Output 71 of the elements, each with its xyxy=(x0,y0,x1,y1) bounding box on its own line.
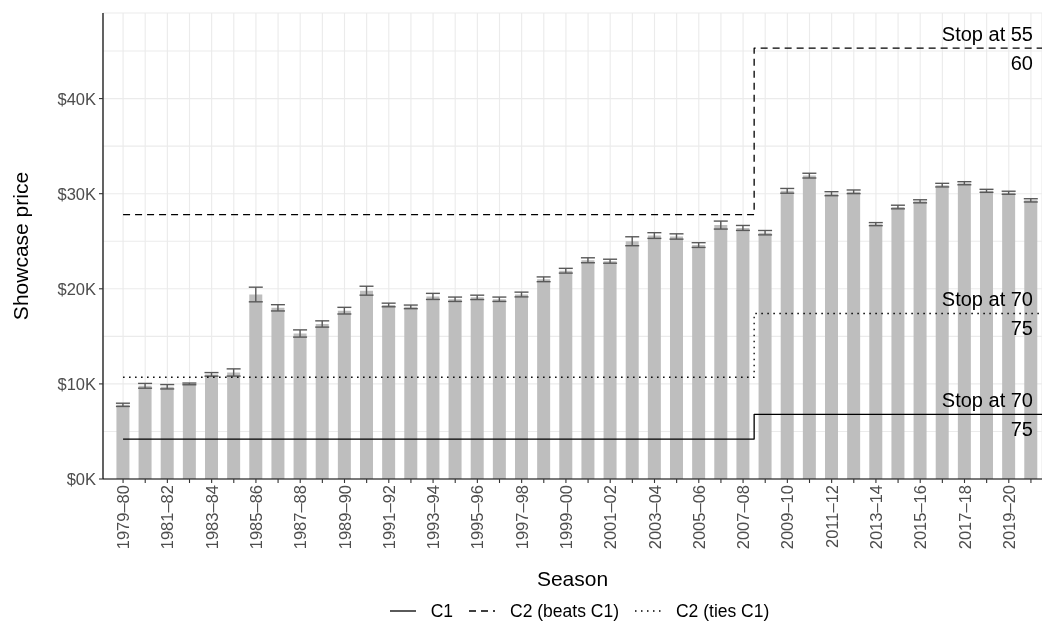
bar xyxy=(470,297,484,479)
x-tick-label: 2017–18 xyxy=(955,485,974,550)
annotation: Stop at 70 75 xyxy=(941,388,1033,440)
y-tick-label: $0K xyxy=(66,470,96,488)
x-tick-label: 1979–80 xyxy=(114,485,133,550)
bar xyxy=(271,307,285,479)
bar xyxy=(537,279,551,479)
bar xyxy=(404,306,418,479)
bar xyxy=(825,193,838,479)
bar xyxy=(205,374,218,479)
x-tick-label: 2015–16 xyxy=(911,485,930,550)
x-tick-label: 2013–14 xyxy=(866,485,885,550)
x-tick-label: 2001–02 xyxy=(601,485,620,550)
x-tick-label: 1985–86 xyxy=(246,485,265,550)
bar xyxy=(780,190,794,479)
bar xyxy=(736,227,750,479)
x-tick-label: 1999–00 xyxy=(556,485,575,550)
bar xyxy=(315,323,329,479)
bar xyxy=(116,404,130,479)
legend-label: C2 (beats C1) xyxy=(510,601,619,621)
bar xyxy=(891,207,905,479)
x-tick-label: 2011–12 xyxy=(822,485,841,549)
bar xyxy=(293,333,307,479)
legend-label: C1 xyxy=(430,601,454,621)
x-tick-label: 1997–98 xyxy=(512,485,531,550)
bar xyxy=(138,385,152,479)
x-tick-label: 1983–84 xyxy=(202,485,221,550)
x-tick-label: 1989–90 xyxy=(335,485,354,550)
bar xyxy=(758,232,772,479)
bar xyxy=(559,270,573,479)
bar xyxy=(670,236,683,479)
x-tick-label: 2005–06 xyxy=(689,485,708,550)
x-tick-label: 1991–92 xyxy=(379,485,398,550)
bar xyxy=(625,241,639,479)
x-axis-title: Season xyxy=(536,566,609,590)
bar xyxy=(913,201,927,479)
y-axis-title: Showcase price xyxy=(8,171,32,321)
bar xyxy=(581,260,595,479)
bar xyxy=(802,175,816,479)
bar xyxy=(360,290,373,479)
bar xyxy=(160,386,174,479)
bar xyxy=(692,245,706,479)
x-tick-label: 2009–10 xyxy=(778,485,797,550)
bar xyxy=(182,383,196,479)
bar xyxy=(647,235,661,479)
annotation: Stop at 55 60 xyxy=(941,22,1033,74)
bar xyxy=(227,372,241,479)
bar xyxy=(714,225,728,479)
y-tick-label: $20K xyxy=(57,279,96,298)
annotation: Stop at 70 75 xyxy=(941,288,1033,340)
x-tick-label: 1995–96 xyxy=(468,485,487,550)
bar xyxy=(448,299,462,479)
x-tick-label: 2019–20 xyxy=(999,485,1018,550)
x-tick-label: 1993–94 xyxy=(424,485,443,550)
bar xyxy=(603,261,617,479)
bar xyxy=(249,294,263,479)
bar xyxy=(515,294,528,479)
bar xyxy=(869,224,883,479)
y-tick-label: $10K xyxy=(57,374,96,393)
x-tick-label: 2007–08 xyxy=(734,485,753,550)
y-tick-label: $30K xyxy=(57,184,96,203)
legend-label: C2 (ties C1) xyxy=(675,601,770,621)
bar xyxy=(426,296,440,479)
bar xyxy=(847,191,861,479)
y-tick-label: $40K xyxy=(57,89,96,108)
bar xyxy=(382,304,396,479)
bar xyxy=(492,299,506,479)
x-tick-label: 1981–82 xyxy=(158,485,177,550)
bar xyxy=(337,310,351,479)
x-tick-label: 1987–88 xyxy=(291,485,310,550)
x-tick-label: 2003–04 xyxy=(645,485,664,550)
